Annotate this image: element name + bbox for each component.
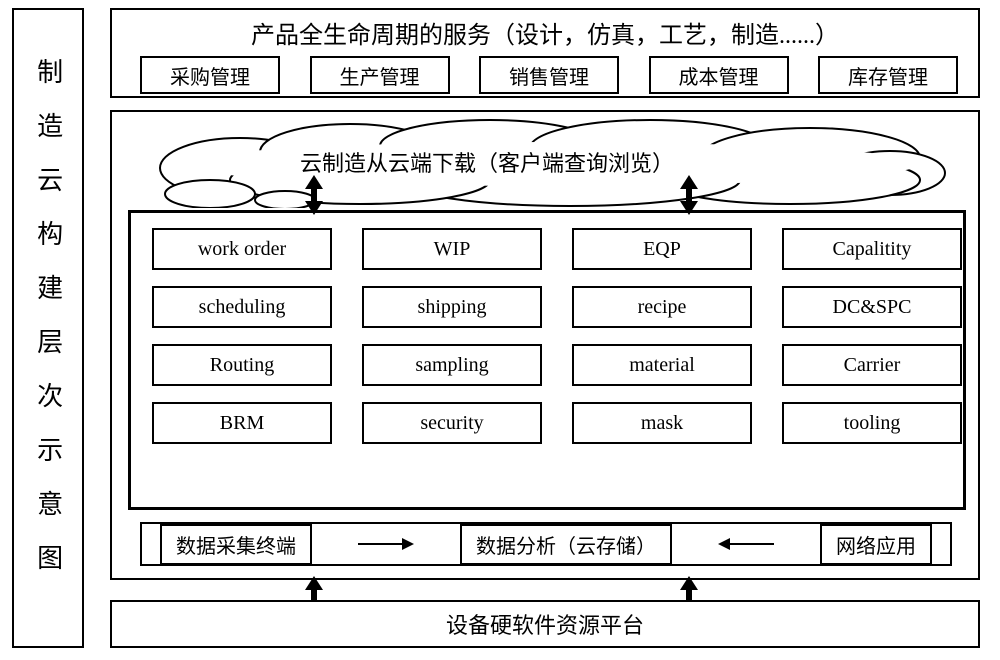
sub-label-1: 生产管理 <box>340 61 420 90</box>
mod-material: material <box>572 344 752 386</box>
mod-label: recipe <box>638 296 687 319</box>
mod-label: mask <box>641 412 683 435</box>
side-label-text: 制造云构建层次示意图 <box>32 58 63 598</box>
sub-label-4: 库存管理 <box>848 61 928 90</box>
sub-label-3: 成本管理 <box>679 61 759 90</box>
mod-capability: Capalitity <box>782 228 962 270</box>
mod-eqp: EQP <box>572 228 752 270</box>
top-title-text: 产品全生命周期的服务（设计，仿真，工艺，制造......） <box>251 15 839 50</box>
data-analyze-label: 数据分析（云存储） <box>476 536 656 558</box>
data-flow-row: 数据采集终端 数据分析（云存储） 网络应用 <box>140 522 952 566</box>
mod-routing: Routing <box>152 344 332 386</box>
arrow-a-to-b <box>358 538 414 550</box>
arrow-c-to-b <box>718 538 774 550</box>
sub-shengchan: 生产管理 <box>310 56 450 94</box>
sub-caigou: 采购管理 <box>140 56 280 94</box>
mod-label: BRM <box>220 412 264 435</box>
network-app: 网络应用 <box>820 524 932 565</box>
sub-label-0: 采购管理 <box>170 61 250 90</box>
mod-label: Routing <box>210 354 274 377</box>
mod-work-order: work order <box>152 228 332 270</box>
mod-carrier: Carrier <box>782 344 962 386</box>
dbl-arrow-right <box>680 175 698 215</box>
mod-label: sampling <box>415 354 488 377</box>
footer-box: 设备硬软件资源平台 <box>110 600 980 648</box>
mod-label: Capalitity <box>833 238 912 261</box>
sub-label-2: 销售管理 <box>509 61 589 90</box>
dbl-arrow-left <box>305 175 323 215</box>
top-sub-row: 采购管理 生产管理 销售管理 成本管理 库存管理 <box>140 56 958 94</box>
mod-sampling: sampling <box>362 344 542 386</box>
mod-tooling: tooling <box>782 402 962 444</box>
mod-mask: mask <box>572 402 752 444</box>
mod-label: scheduling <box>199 296 286 319</box>
data-collect: 数据采集终端 <box>160 524 312 565</box>
network-app-label: 网络应用 <box>836 536 916 558</box>
mod-label: DC&SPC <box>833 296 912 319</box>
top-title-bar: 产品全生命周期的服务（设计，仿真，工艺，制造......） <box>112 10 978 54</box>
diagram-canvas: 制造云构建层次示意图 产品全生命周期的服务（设计，仿真，工艺，制造......）… <box>0 0 1000 660</box>
data-analyze: 数据分析（云存储） <box>460 524 672 565</box>
mod-shipping: shipping <box>362 286 542 328</box>
sub-chengben: 成本管理 <box>649 56 789 94</box>
mod-label: work order <box>198 238 286 261</box>
mod-label: Carrier <box>844 354 901 377</box>
module-grid: work order WIP EQP Capalitity scheduling… <box>152 228 962 444</box>
data-collect-label: 数据采集终端 <box>176 536 296 558</box>
mod-label: security <box>420 412 483 435</box>
mod-dcspc: DC&SPC <box>782 286 962 328</box>
mod-label: WIP <box>434 238 471 261</box>
cloud-label: 云制造从云端下载（客户端查询浏览） <box>300 146 674 178</box>
mod-label: material <box>629 354 695 377</box>
mod-label: shipping <box>418 296 487 319</box>
sub-xiaoshou: 销售管理 <box>479 56 619 94</box>
mod-scheduling: scheduling <box>152 286 332 328</box>
mod-label: EQP <box>643 238 681 261</box>
mod-recipe: recipe <box>572 286 752 328</box>
mod-brm: BRM <box>152 402 332 444</box>
mod-label: tooling <box>844 412 901 435</box>
mod-security: security <box>362 402 542 444</box>
side-label-box: 制造云构建层次示意图 <box>12 8 84 648</box>
mod-wip: WIP <box>362 228 542 270</box>
sub-kucun: 库存管理 <box>818 56 958 94</box>
footer-text: 设备硬软件资源平台 <box>446 608 644 640</box>
